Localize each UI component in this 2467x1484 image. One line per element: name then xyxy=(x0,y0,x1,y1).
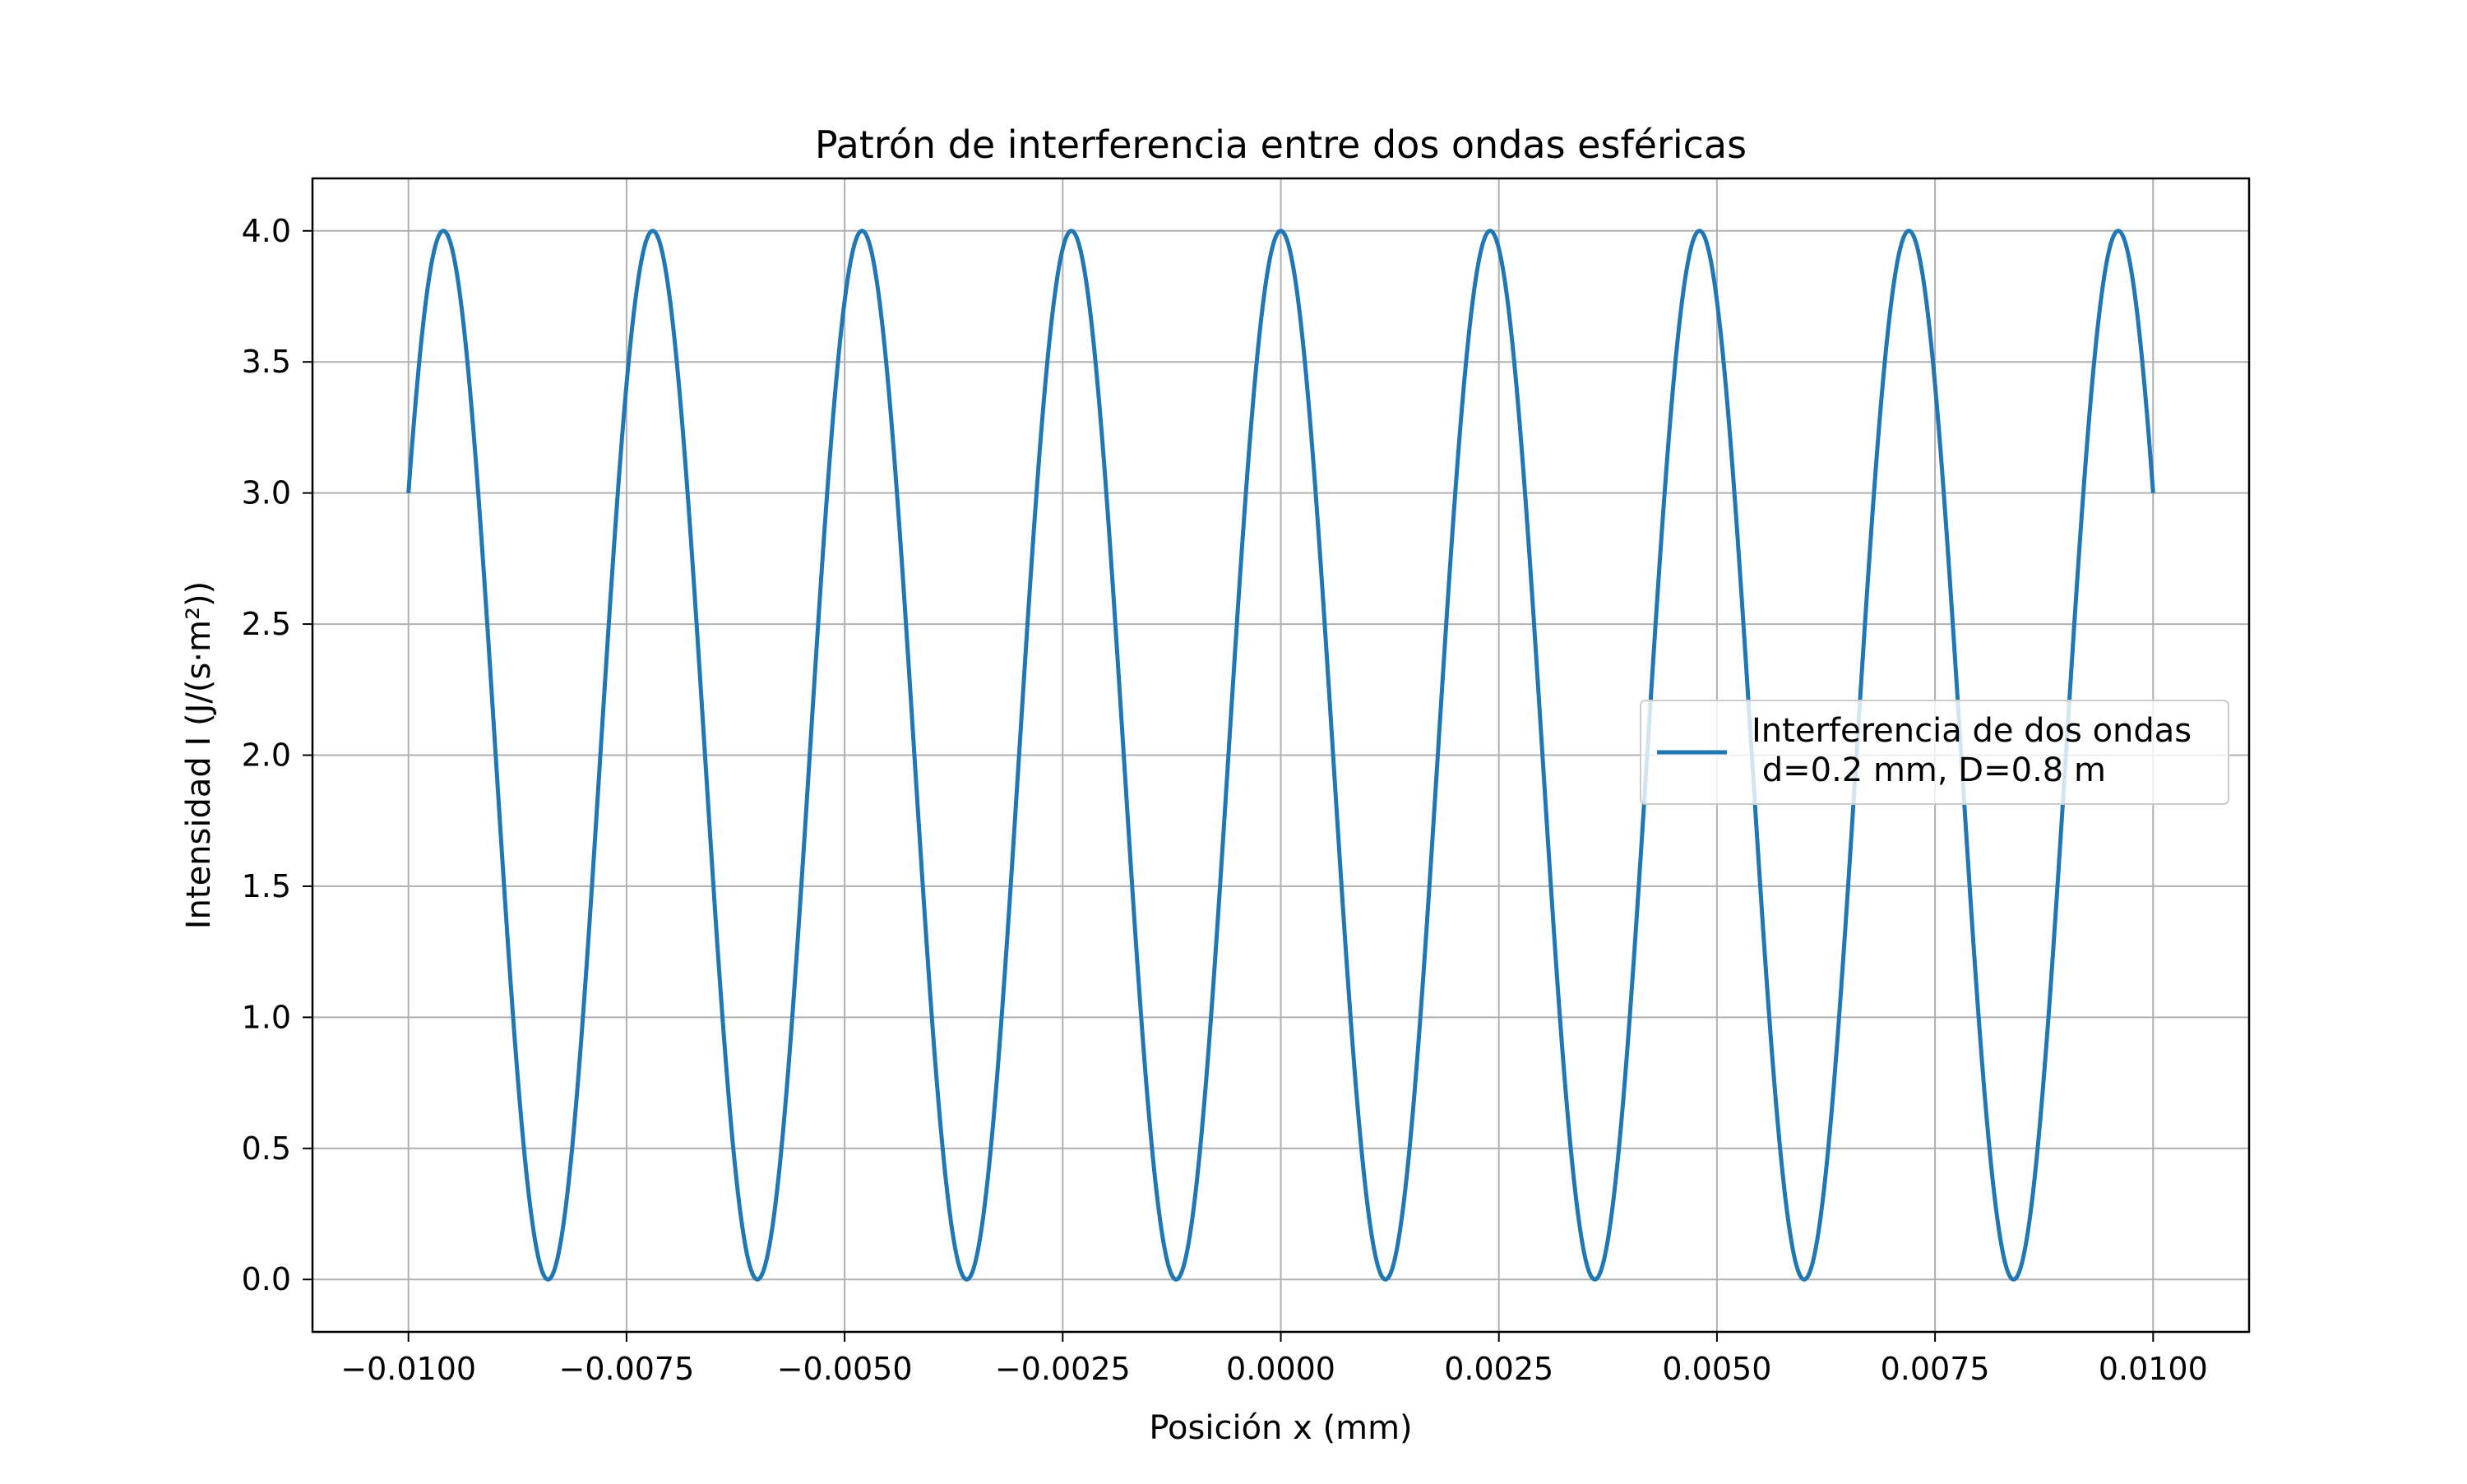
y-axis-label: Intensidad I (J/(s·m²)) xyxy=(180,581,218,930)
y-tick-label: 0.5 xyxy=(242,1130,291,1167)
x-tick-label: −0.0025 xyxy=(995,1351,1131,1387)
x-tick-label: 0.0100 xyxy=(2099,1351,2208,1387)
y-tick-label: 1.5 xyxy=(242,868,291,904)
x-tick-label: 0.0025 xyxy=(1444,1351,1553,1387)
y-tick-label: 0.0 xyxy=(242,1261,291,1297)
y-tick-label: 2.5 xyxy=(242,606,291,642)
series-line xyxy=(406,229,2155,1282)
legend-label-line: Interferencia de dos ondas xyxy=(1752,712,2192,750)
legend-label: Interferencia de dos ondas d=0.2 mm, D=0… xyxy=(1752,712,2192,789)
x-tick-label: 0.0000 xyxy=(1226,1351,1335,1387)
series-layer xyxy=(406,229,2155,1282)
x-tick-label: −0.0050 xyxy=(777,1351,913,1387)
x-axis-label: Posición x (mm) xyxy=(1149,1409,1412,1447)
y-tick-label: 1.0 xyxy=(242,999,291,1035)
legend-label-line: d=0.2 mm, D=0.8 m xyxy=(1752,751,2106,789)
ticks: −0.0100 −0.0075 −0.0050 −0.0025 0.0000 0.0025… xyxy=(242,213,2208,1387)
x-tick-label: 0.0050 xyxy=(1662,1351,1771,1387)
y-tick-label: 3.0 xyxy=(242,475,291,511)
x-tick-label: −0.0100 xyxy=(340,1351,476,1387)
legend: Interferencia de dos ondas d=0.2 mm, D=0… xyxy=(1640,700,2229,805)
y-tick-label: 2.0 xyxy=(242,737,291,774)
y-tick-label: 4.0 xyxy=(242,213,291,249)
y-tick-label: 3.5 xyxy=(242,344,291,380)
legend-box xyxy=(1640,700,2229,805)
chart-title: Patrón de interferencia entre dos ondas … xyxy=(815,123,1747,167)
x-tick-label: −0.0075 xyxy=(558,1351,694,1387)
x-tick-label: 0.0075 xyxy=(1881,1351,1990,1387)
